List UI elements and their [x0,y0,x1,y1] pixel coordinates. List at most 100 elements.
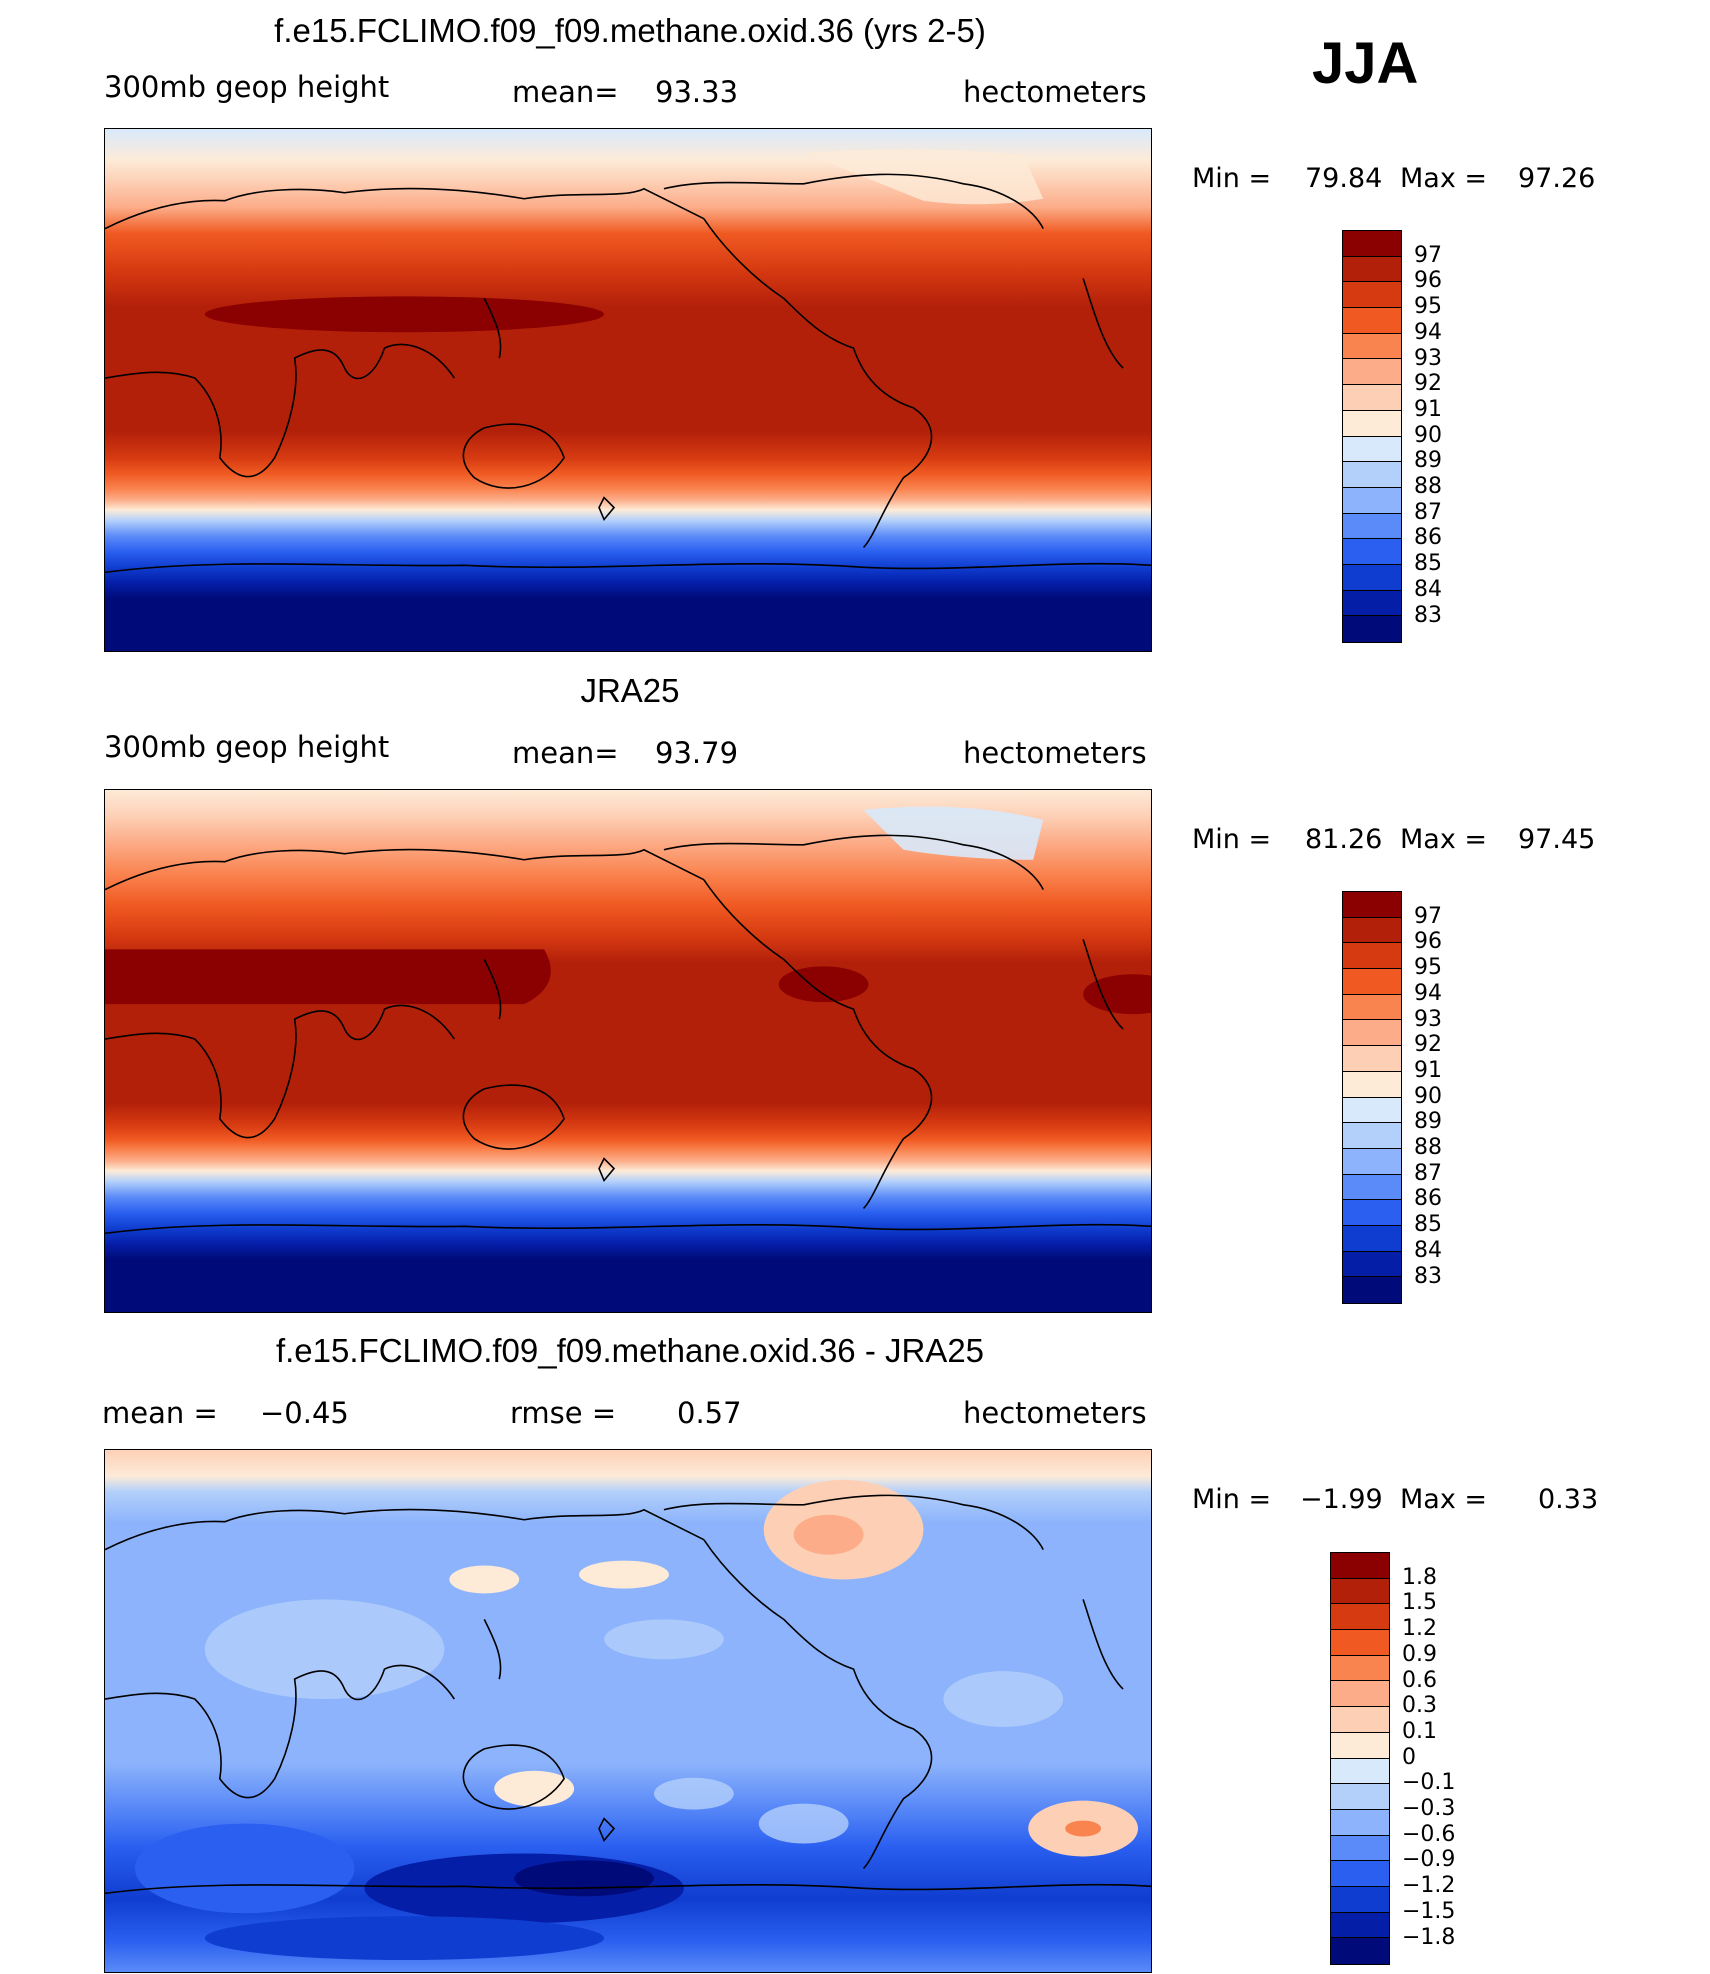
panel-2-map [104,789,1152,1313]
colorbar-tick-label: 97 [1414,903,1442,929]
colorbar-swatch [1343,1251,1401,1278]
colorbar-tick-label: −0.9 [1402,1847,1456,1873]
colorbar-swatch [1331,1784,1389,1810]
colorbar-swatch [1343,892,1401,918]
panel-3-coastlines [105,1494,1151,1895]
colorbar-swatch [1331,1938,1389,1964]
colorbar-swatch [1331,1681,1389,1708]
panel-3-map-svg [105,1450,1151,1972]
panel-1-max-value: 97.26 [1518,163,1596,194]
colorbar-tick-label: 88 [1414,474,1442,499]
colorbar-box [1342,891,1402,1304]
colorbar-swatch [1331,1861,1389,1887]
panel-3-units: hectometers [963,1396,1147,1430]
colorbar-swatch [1343,590,1401,617]
colorbar-tick-label: 90 [1414,422,1442,448]
colorbar-swatch [1343,1148,1401,1175]
colorbar-tick-label: 0 [1402,1744,1416,1770]
colorbar-tick-label: 88 [1414,1135,1442,1160]
colorbar-swatch [1343,969,1401,995]
colorbar-tick-label: 92 [1414,1032,1442,1058]
colorbar-swatch [1343,256,1401,283]
colorbar-swatch [1343,564,1401,591]
colorbar-swatch [1343,282,1401,309]
colorbar-tick-label: 95 [1414,955,1442,981]
colorbar-tick-label: 91 [1414,396,1442,422]
colorbar-tick-label: 86 [1414,1186,1442,1212]
colorbar-tick-label: 94 [1414,980,1442,1006]
colorbar-box [1330,1552,1390,1965]
panel-3-title: f.e15.FCLIMO.f09_f09.methane.oxid.36 - J… [275,1332,985,1369]
panel-1-map [104,128,1152,652]
colorbar-swatch [1343,1277,1401,1303]
colorbar-tick-label: 0.3 [1402,1693,1437,1719]
colorbar-tick-label: 91 [1414,1057,1442,1083]
panel-1-coastlines [105,173,1151,574]
panel-2-units: hectometers [963,736,1147,770]
panel-2-coastlines [105,834,1151,1235]
panel-3-map [104,1449,1152,1973]
colorbar-tick-label: 90 [1414,1083,1442,1109]
colorbar-tick-label: 89 [1414,448,1442,474]
colorbar-box [1342,230,1402,643]
panel-3-rmse-value: 0.57 [677,1396,742,1430]
colorbar-tick-label: 93 [1414,1006,1442,1032]
colorbar-swatch [1331,1553,1389,1579]
colorbar-swatch [1331,1835,1389,1862]
colorbar-tick-label: −1.8 [1402,1924,1456,1950]
panel-1-title: f.e15.FCLIMO.f09_f09.methane.oxid.36 (yr… [274,12,986,49]
colorbar-swatch [1343,616,1401,642]
panel-1-min-value: 79.84 [1305,163,1383,194]
colorbar-swatch [1331,1732,1389,1759]
panel-3-rmse-label: rmse = [510,1396,617,1430]
panel-2-title: JRA25 [580,672,680,709]
panel-1-max-label: Max = [1400,163,1488,194]
panel-3-max-value: 0.33 [1538,1484,1599,1515]
colorbar-swatch [1343,1020,1401,1047]
panel-3-mean-value: −0.45 [260,1396,349,1430]
colorbar-swatch [1343,462,1401,488]
colorbar-swatch [1331,1604,1389,1631]
colorbar-tick-label: 83 [1414,1263,1442,1289]
colorbar-swatch [1331,1886,1389,1913]
colorbar-swatch [1343,1097,1401,1124]
colorbar-swatch [1331,1655,1389,1682]
colorbar-tick-label: −0.1 [1402,1770,1456,1796]
colorbar-tick-label: 83 [1414,602,1442,628]
panel-2-mean-label: mean= [512,736,619,770]
colorbar-tick-label: −0.3 [1402,1796,1456,1821]
colorbar-swatch [1343,1046,1401,1072]
colorbar-swatch [1331,1630,1389,1656]
colorbar-tick-label: 96 [1414,268,1442,294]
colorbar-swatch [1343,308,1401,334]
panel-1-mean-label: mean= [512,75,619,109]
colorbar-swatch [1343,917,1401,944]
colorbar-tick-label: 86 [1414,525,1442,551]
panel-3-mean-label: mean = [102,1396,218,1430]
colorbar-tick-label: 85 [1414,1212,1442,1238]
colorbar-tick-label: 87 [1414,1160,1442,1186]
colorbar-swatch [1331,1912,1389,1939]
colorbar-tick-label: 84 [1414,1237,1442,1263]
colorbar-swatch [1343,436,1401,463]
season-label: JJA [1312,31,1419,96]
colorbar-swatch [1343,1200,1401,1226]
colorbar-swatch [1331,1707,1389,1733]
colorbar-swatch [1331,1809,1389,1836]
colorbar-swatch [1343,231,1401,257]
colorbar-swatch [1343,1071,1401,1098]
colorbar-swatch [1343,410,1401,437]
colorbar-swatch [1343,487,1401,514]
panel-1-map-svg [105,129,1151,651]
colorbar-tick-label: 1.5 [1402,1590,1437,1616]
colorbar-swatch [1343,1225,1401,1252]
panel-1-mean-value: 93.33 [655,75,739,109]
panel-3-min-label: Min = [1192,1484,1272,1515]
colorbar-swatch [1343,943,1401,970]
colorbar-tick-label: 0.9 [1402,1641,1437,1667]
panel-2-max-value: 97.45 [1518,824,1596,855]
panel-1-units: hectometers [963,75,1147,109]
colorbar-swatch [1331,1758,1389,1785]
colorbar-tick-label: −1.2 [1402,1873,1456,1899]
